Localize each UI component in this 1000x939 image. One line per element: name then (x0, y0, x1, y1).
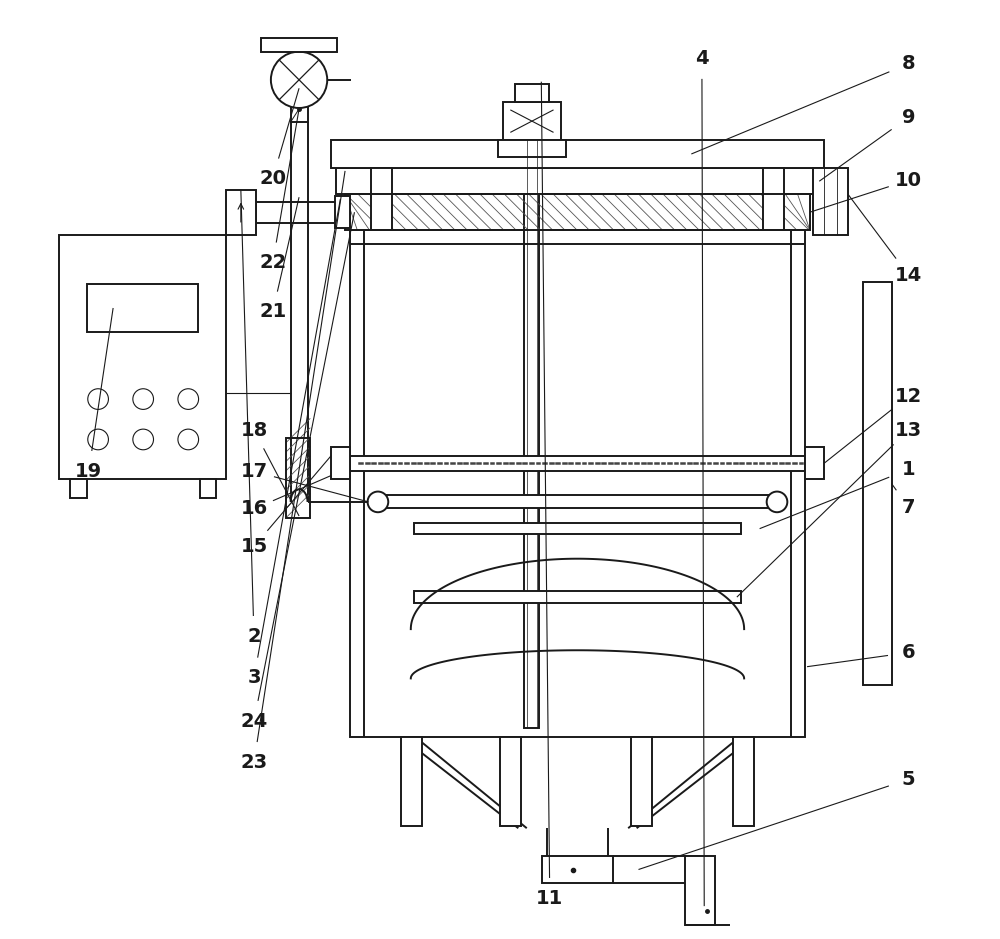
Bar (286, 438, 310, 517)
Circle shape (88, 429, 108, 450)
Circle shape (368, 491, 388, 512)
Bar (59, 235, 226, 479)
Circle shape (133, 429, 154, 450)
Circle shape (88, 389, 108, 409)
Circle shape (271, 52, 327, 108)
Text: 6: 6 (902, 643, 915, 662)
Bar (414, 523, 741, 534)
Text: 13: 13 (895, 421, 922, 439)
Text: 2: 2 (247, 627, 261, 646)
Text: 4: 4 (695, 49, 709, 68)
Bar (335, 196, 350, 228)
Text: 14: 14 (895, 266, 922, 285)
Text: 9: 9 (902, 108, 915, 127)
Text: 22: 22 (259, 254, 286, 272)
Text: 21: 21 (259, 302, 286, 321)
Bar (498, 140, 566, 157)
Text: 18: 18 (240, 421, 268, 439)
Bar (226, 190, 256, 235)
Bar (331, 140, 824, 168)
Bar (345, 194, 810, 230)
Bar (371, 168, 392, 230)
Text: 19: 19 (75, 462, 102, 481)
Circle shape (767, 491, 787, 512)
Text: 8: 8 (902, 54, 915, 73)
Text: 10: 10 (895, 171, 922, 190)
Circle shape (133, 389, 154, 409)
Bar (200, 479, 216, 498)
Bar (733, 737, 754, 826)
Bar (291, 96, 308, 122)
Bar (336, 168, 819, 194)
Bar (87, 284, 198, 332)
Bar (805, 447, 824, 479)
Bar (813, 168, 848, 235)
Bar (515, 84, 549, 102)
Text: 11: 11 (536, 889, 563, 908)
Bar (763, 168, 784, 230)
Bar (414, 592, 741, 603)
Bar (500, 737, 521, 826)
Text: 3: 3 (247, 669, 261, 687)
Bar (401, 737, 422, 826)
Bar (378, 495, 777, 508)
Text: 12: 12 (895, 387, 922, 406)
Circle shape (178, 389, 199, 409)
Bar (524, 140, 539, 728)
Bar (542, 856, 613, 883)
Bar (350, 230, 805, 737)
Bar (350, 455, 805, 470)
Circle shape (178, 429, 199, 450)
Text: 17: 17 (240, 462, 268, 481)
Bar (256, 202, 350, 223)
Text: 23: 23 (240, 753, 268, 772)
Text: 20: 20 (259, 169, 286, 188)
Bar (631, 737, 652, 826)
Text: 15: 15 (240, 537, 268, 556)
Bar (685, 856, 715, 925)
Bar (70, 479, 87, 498)
Text: 1: 1 (902, 460, 915, 479)
Text: 16: 16 (240, 500, 268, 518)
Bar (503, 102, 561, 140)
Bar (863, 282, 892, 685)
Text: 5: 5 (902, 770, 915, 789)
Text: 7: 7 (902, 498, 915, 516)
Bar (331, 447, 350, 479)
Text: 24: 24 (240, 712, 268, 731)
Bar (261, 38, 337, 52)
